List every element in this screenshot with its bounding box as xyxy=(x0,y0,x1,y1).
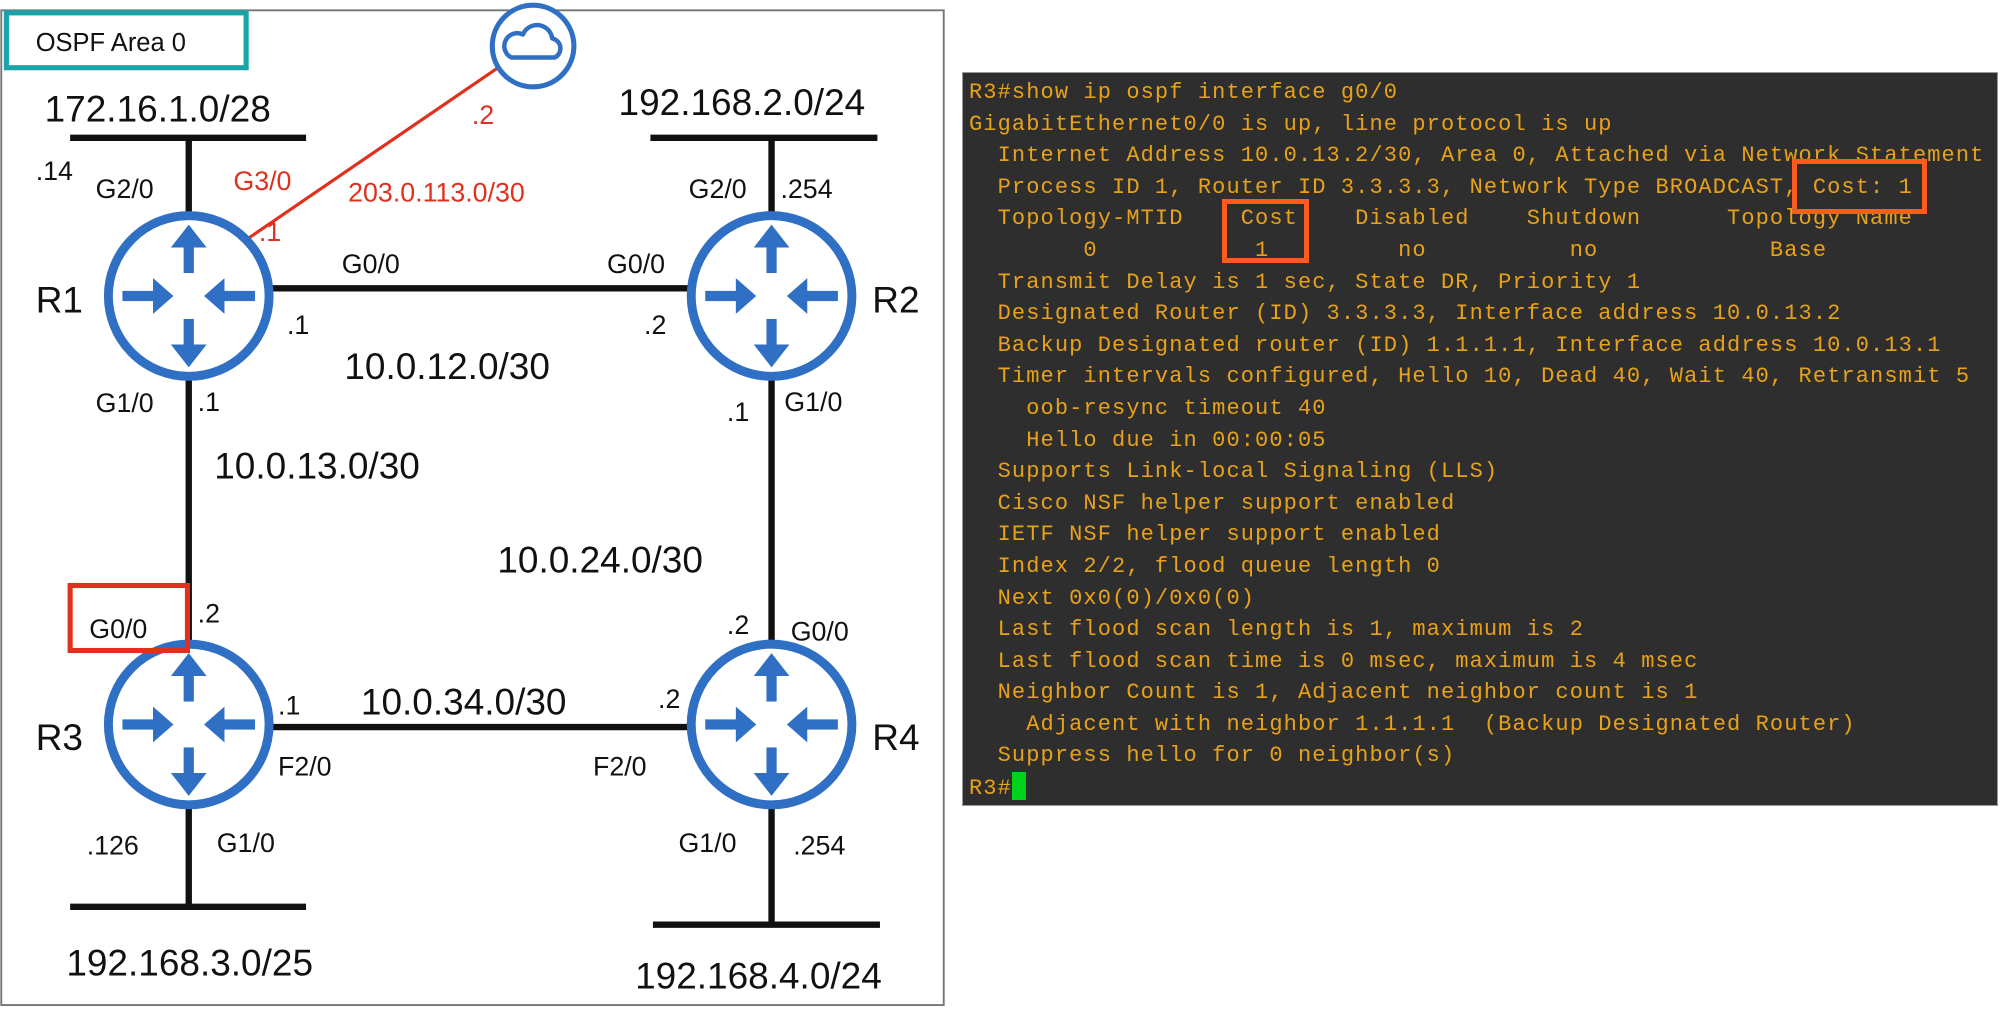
interface-label: G1/0 xyxy=(678,828,736,858)
interface-label: G0/0 xyxy=(607,249,665,279)
router-icon-r1[interactable] xyxy=(108,216,269,377)
terminal-line: Cisco NSF helper support enabled xyxy=(969,490,1456,516)
terminal-line: Next 0x0(0)/0x0(0) xyxy=(969,585,1256,611)
highlight-cost-value xyxy=(1792,159,1927,214)
terminal-line: Designated Router (ID) 3.3.3.3, Interfac… xyxy=(969,301,1842,327)
terminal-line: Backup Designated router (ID) 1.1.1.1, I… xyxy=(969,332,1942,358)
network-label: 192.168.2.0/24 xyxy=(619,82,866,123)
cursor xyxy=(1011,772,1026,801)
router-label-r4: R4 xyxy=(872,717,919,758)
ip-label: .254 xyxy=(793,831,845,861)
terminal-line: GigabitEthernet0/0 is up, line protocol … xyxy=(969,111,1613,137)
interface-label: G3/0 xyxy=(233,166,291,196)
router-icon-r3[interactable] xyxy=(108,644,269,805)
network-label: 10.0.34.0/30 xyxy=(361,681,567,722)
interface-label: G2/0 xyxy=(96,174,154,204)
ip-label: .1 xyxy=(287,310,309,340)
interface-label: G1/0 xyxy=(217,828,275,858)
terminal-line: Last flood scan time is 0 msec, maximum … xyxy=(969,648,1699,674)
interface-label: G1/0 xyxy=(96,388,154,418)
terminal-line: Suppress hello for 0 neighbor(s) xyxy=(969,743,1456,769)
terminal-line: IETF NSF helper support enabled xyxy=(969,522,1441,548)
terminal-line: Last flood scan length is 1, maximum is … xyxy=(969,617,1584,643)
terminal-line: Internet Address 10.0.13.2/30, Area 0, A… xyxy=(969,143,1985,169)
cloud-icon xyxy=(489,2,577,90)
terminal-line: Timer intervals configured, Hello 10, De… xyxy=(969,364,1971,390)
terminal-line: Index 2/2, flood queue length 0 xyxy=(969,553,1441,579)
interface-label: G0/0 xyxy=(89,614,147,644)
highlight-r3-g00 xyxy=(67,582,191,654)
ip-label: .1 xyxy=(259,217,281,247)
network-label: 203.0.113.0/30 xyxy=(348,178,525,208)
terminal-output: R3#show ip ospf interface g0/0 GigabitEth… xyxy=(969,77,1984,805)
interface-label: G0/0 xyxy=(342,249,400,279)
terminal-prompt-line[interactable]: R3# xyxy=(969,772,1984,805)
router-label-r1: R1 xyxy=(36,280,83,321)
interface-label: F2/0 xyxy=(593,752,647,782)
terminal-line: Transmit Delay is 1 sec, State DR, Prior… xyxy=(969,269,1642,295)
ip-label: .2 xyxy=(727,610,749,640)
ip-label: .1 xyxy=(198,387,220,417)
ip-label: .254 xyxy=(780,174,832,204)
terminal-line: Hello due in 00:00:05 xyxy=(969,427,1327,453)
area-label: OSPF Area 0 xyxy=(36,29,186,57)
ip-label: .126 xyxy=(87,831,139,861)
ip-label: .1 xyxy=(727,397,749,427)
network-label: 10.0.24.0/30 xyxy=(497,540,703,581)
terminal-line: Process ID 1, Router ID 3.3.3.3, Network… xyxy=(969,174,1913,200)
terminal-line: 0 1 no no Base xyxy=(969,237,1828,263)
router-label-r3: R3 xyxy=(36,717,83,758)
router-label-r2: R2 xyxy=(872,280,919,321)
router-icon-r2[interactable] xyxy=(691,216,852,377)
ip-label: .2 xyxy=(472,100,494,130)
network-label: 192.168.3.0/25 xyxy=(66,943,313,984)
link-r1-internet xyxy=(241,65,501,244)
ip-label: .2 xyxy=(658,684,680,714)
interface-label: G0/0 xyxy=(791,616,849,646)
terminal-line: Neighbor Count is 1, Adjacent neighbor c… xyxy=(969,680,1699,706)
ip-label: .1 xyxy=(278,690,300,720)
ip-label: .2 xyxy=(644,310,666,340)
network-label: 172.16.1.0/28 xyxy=(45,88,271,129)
terminal-line: oob-resync timeout 40 xyxy=(969,395,1327,421)
links xyxy=(70,134,880,928)
network-label: 10.0.13.0/30 xyxy=(214,445,420,486)
interface-label: G2/0 xyxy=(689,174,747,204)
network-label: 192.168.4.0/24 xyxy=(635,955,882,996)
terminal-line: Supports Link-local Signaling (LLS) xyxy=(969,459,1499,485)
terminal-line: R3#show ip ospf interface g0/0 xyxy=(969,80,1399,105)
network-topology-diagram: OSPF Area 0 R1 R2 R3 R4 172.16.1.0/28 19… xyxy=(0,2,945,1007)
diagram-frame xyxy=(0,9,945,1007)
ip-label: .14 xyxy=(36,156,73,186)
terminal-prompt: R3# xyxy=(969,776,1012,802)
area-label-box xyxy=(3,10,249,71)
terminal-line: Adjacent with neighbor 1.1.1.1 (Backup D… xyxy=(969,711,1856,737)
terminal-window[interactable]: R3#show ip ospf interface g0/0 GigabitEth… xyxy=(962,72,1998,806)
router-icon-r4[interactable] xyxy=(691,644,852,805)
network-label: 10.0.12.0/30 xyxy=(344,346,550,387)
interface-label: F2/0 xyxy=(278,752,332,782)
interface-label: G1/0 xyxy=(784,387,842,417)
highlight-cost-column xyxy=(1222,199,1309,263)
ip-label: .2 xyxy=(198,598,220,628)
